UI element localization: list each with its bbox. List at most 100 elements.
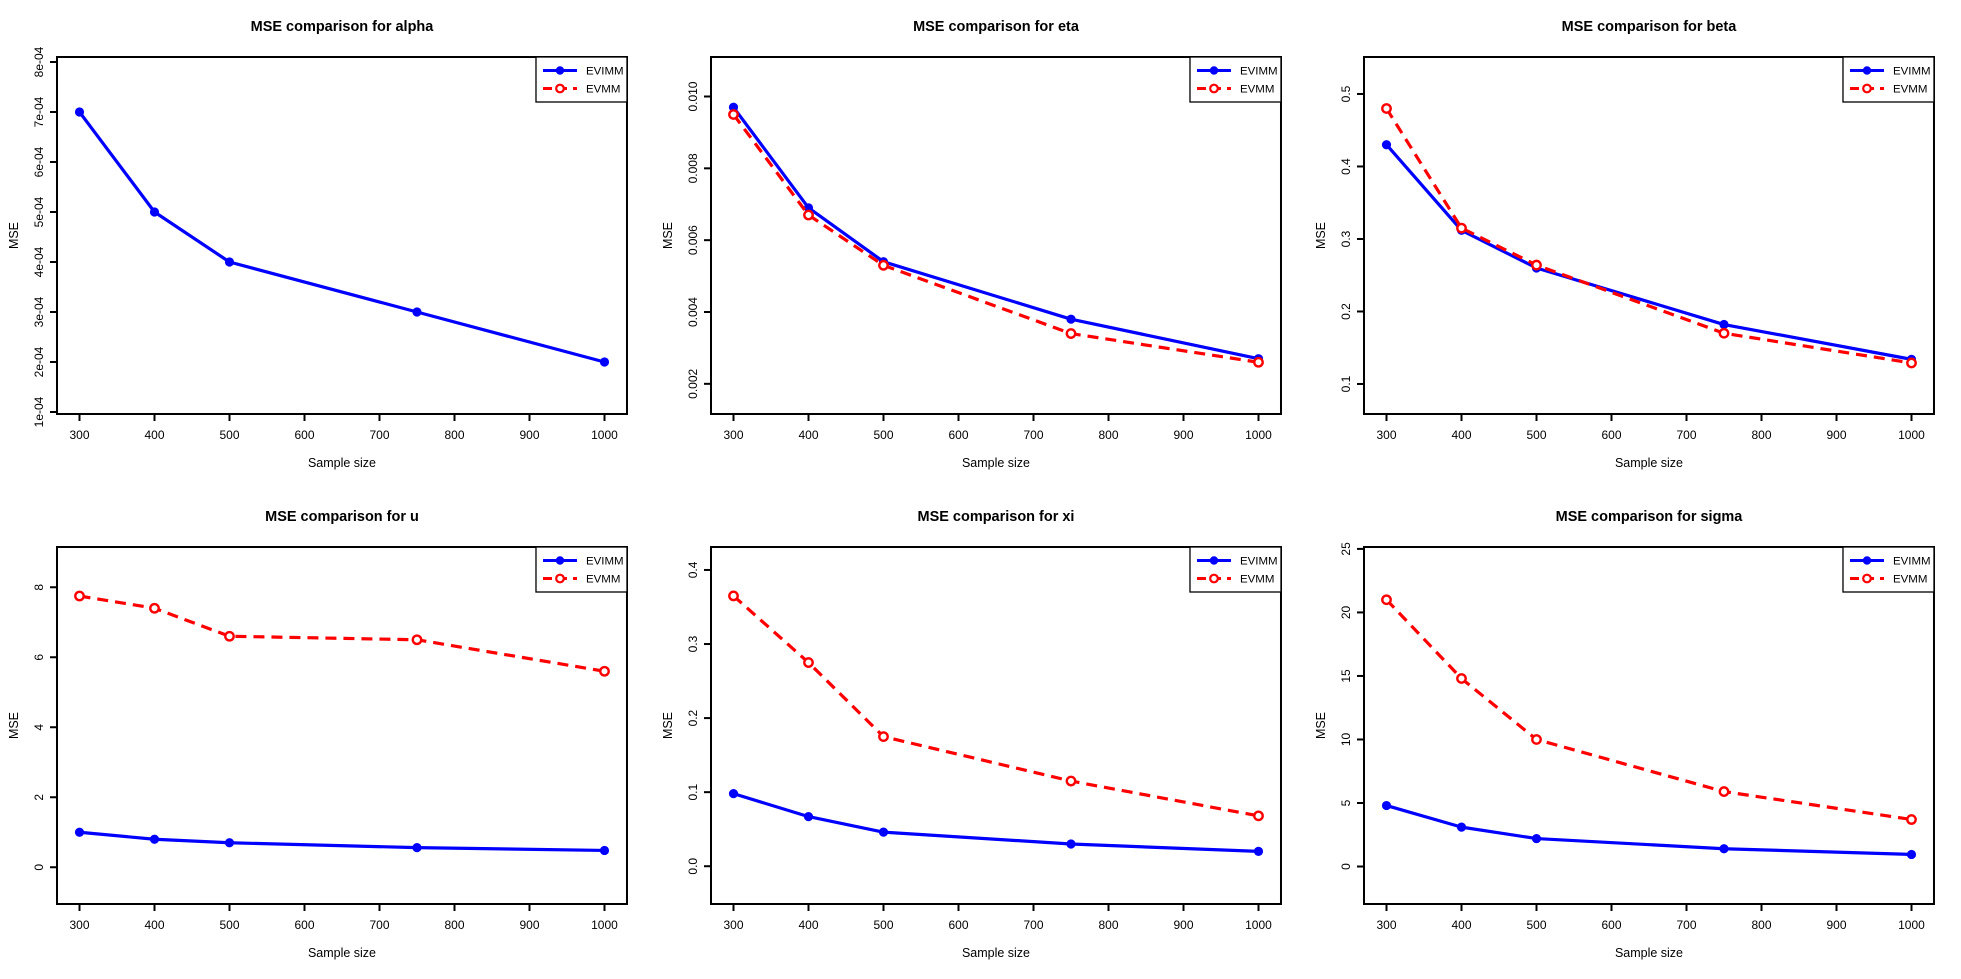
x-tick-label: 800 — [444, 917, 464, 931]
chart-title: MSE comparison for sigma — [1556, 509, 1744, 525]
y-tick-label: 15 — [1339, 668, 1353, 682]
x-tick-label: 500 — [873, 428, 893, 442]
x-tick-label: 300 — [1377, 917, 1397, 931]
data-point-evimm — [1719, 843, 1729, 853]
data-point-evmm — [74, 590, 85, 601]
chart-panel-eta: MSE comparison for eta 300 400 500 600 700 800… — [653, 0, 1308, 490]
legend-marker-evmm — [555, 83, 565, 94]
chart-svg-beta: MSE comparison for beta 300 400 500 600 700 80… — [1314, 19, 1936, 470]
data-point-evmm — [1065, 328, 1077, 339]
data-point-evmm — [1531, 733, 1543, 745]
y-tick-label: 6e-04 — [32, 146, 46, 177]
legend-label: EVIMM — [1893, 555, 1931, 567]
x-axis-label: Sample size — [962, 456, 1030, 470]
y-tick-label: 0.2 — [1339, 303, 1353, 320]
legend-label: EVMM — [1893, 573, 1927, 585]
data-point-evimm — [599, 357, 610, 367]
y-tick-label: 0.5 — [1339, 85, 1353, 102]
data-point-evmm — [1906, 357, 1918, 369]
x-tick-label: 900 — [1173, 917, 1193, 931]
data-point-evmm — [877, 259, 889, 271]
data-point-evmm — [1381, 593, 1393, 605]
data-point-evmm — [1381, 103, 1393, 114]
data-point-evimm — [1907, 849, 1917, 859]
x-tick-label: 600 — [294, 917, 314, 931]
legend-box — [535, 56, 628, 103]
data-point-evmm — [802, 209, 814, 221]
data-point-evimm — [1532, 833, 1542, 843]
x-tick-label: 900 — [1173, 428, 1193, 442]
data-point-evimm — [74, 827, 85, 837]
data-point-evmm — [224, 630, 235, 642]
plot-box — [55, 545, 628, 905]
series-line-evimm — [78, 111, 605, 364]
y-tick-label: 20 — [1339, 605, 1353, 619]
x-axis-label: Sample size — [1615, 945, 1683, 959]
x-tick-label: 700 — [1677, 428, 1697, 442]
y-tick-label: 4e-04 — [32, 246, 46, 277]
chart-panel-u: MSE comparison for u 300 400 500 600 700 800 90… — [0, 489, 654, 979]
data-point-evimm — [728, 788, 738, 798]
data-point-evmm — [727, 109, 739, 120]
chart-panel-alpha: MSE comparison for alpha 300 400 500 600 700 8… — [0, 0, 654, 490]
x-tick-label: 400 — [1452, 917, 1472, 931]
data-point-evmm — [1252, 356, 1264, 368]
data-point-evimm — [1382, 800, 1392, 810]
x-tick-label: 600 — [948, 917, 968, 931]
x-tick-label: 800 — [444, 428, 464, 442]
chart-svg-alpha: MSE comparison for alpha 300 400 500 600 700 8… — [7, 19, 628, 470]
legend-marker-evimm — [1209, 555, 1218, 565]
plot-box — [55, 56, 628, 415]
legend-label: EVMM — [1893, 84, 1927, 96]
chart-svg-sigma: MSE comparison for sigma 300 400 500 600 700 8… — [1314, 509, 1936, 959]
legend-marker-evimm — [1863, 555, 1872, 565]
legend-label: EVIMM — [1893, 66, 1931, 78]
data-point-evmm — [1906, 813, 1918, 825]
series-line-evmm — [79, 593, 605, 673]
x-tick-label: 900 — [519, 917, 539, 931]
y-tick-label: 4 — [32, 723, 46, 730]
x-axis-label: Sample size — [1615, 456, 1683, 470]
x-tick-label: 700 — [1023, 428, 1043, 442]
data-point-evimm — [149, 834, 160, 844]
x-tick-label: 600 — [1602, 917, 1622, 931]
legend-marker-evmm — [1862, 573, 1873, 583]
y-axis-label: MSE — [661, 711, 675, 738]
x-tick-label: 600 — [948, 428, 968, 442]
data-point-evimm — [803, 811, 813, 821]
legend-marker-evimm — [1209, 66, 1218, 75]
legend-label: EVMM — [1240, 84, 1274, 96]
y-tick-label: 0.4 — [1339, 158, 1353, 175]
legend-box — [1188, 545, 1282, 593]
x-tick-label: 800 — [1752, 917, 1772, 931]
data-point-evmm — [1531, 259, 1543, 271]
y-tick-label: 0.3 — [686, 635, 700, 652]
y-tick-label: 25 — [1339, 541, 1353, 555]
x-tick-label: 800 — [1098, 917, 1118, 931]
series-line-evmm — [1385, 598, 1913, 821]
y-tick-label: 0.3 — [1339, 230, 1353, 247]
data-point-evimm — [1066, 838, 1076, 849]
series-line-evimm — [1386, 803, 1912, 856]
y-tick-label: 8 — [32, 583, 46, 590]
legend-marker-evimm — [555, 66, 565, 75]
y-tick-label: 1e-04 — [32, 396, 46, 427]
data-point-evimm — [412, 842, 422, 852]
x-tick-label: 500 — [219, 917, 239, 931]
x-tick-label: 400 — [144, 428, 164, 442]
x-tick-label: 400 — [1452, 428, 1472, 442]
x-tick-label: 1000 — [591, 428, 618, 442]
y-tick-label: 10 — [1339, 732, 1353, 746]
x-axis-label: Sample size — [962, 945, 1030, 959]
y-tick-label: 0 — [1339, 862, 1353, 869]
data-point-evimm — [224, 837, 235, 847]
plot-box — [709, 545, 1282, 905]
y-axis-label: MSE — [7, 222, 21, 249]
x-tick-label: 700 — [1677, 917, 1697, 931]
series-line-evmm — [731, 113, 1259, 364]
x-tick-label: 1000 — [1898, 917, 1925, 931]
data-point-evimm — [1066, 314, 1076, 324]
y-tick-label: 0.004 — [686, 297, 700, 327]
data-point-evmm — [411, 633, 423, 645]
legend-marker-evmm — [555, 573, 565, 583]
